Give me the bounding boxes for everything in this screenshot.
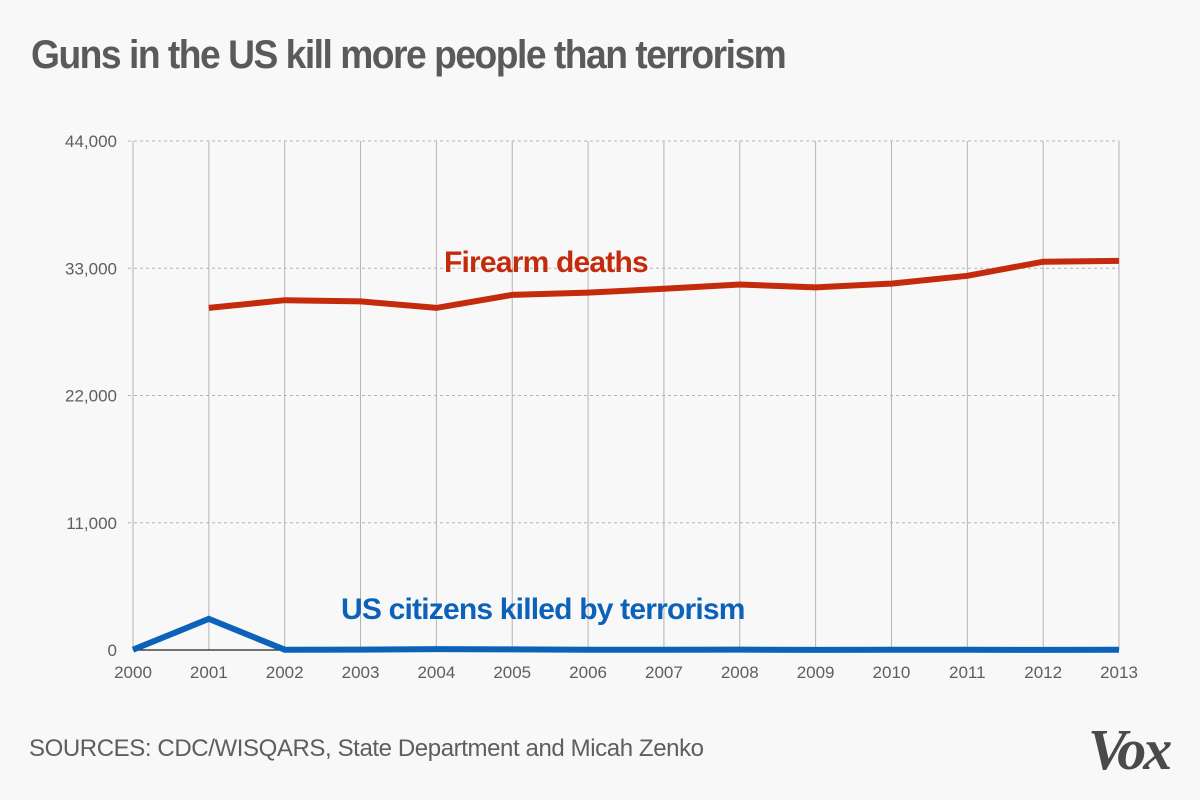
terrorism-deaths-line-point <box>358 647 364 653</box>
firearm-deaths-line-point <box>888 281 894 287</box>
firearm-deaths-label: Firearm deaths <box>444 246 648 279</box>
x-tick-label: 2005 <box>493 663 531 682</box>
y-tick-label: 44,000 <box>65 132 117 151</box>
source-note: SOURCES: CDC/WISQARS, State Department a… <box>29 735 704 762</box>
gridlines <box>128 140 1120 650</box>
firearm-deaths-line-point <box>1040 259 1046 265</box>
firearm-deaths-line-point <box>509 292 515 298</box>
terrorism-deaths-line-point <box>888 647 894 653</box>
firearm-deaths-line-point <box>585 290 591 296</box>
firearm-deaths-line-point <box>964 273 970 279</box>
terrorism-deaths-line-point <box>661 647 667 653</box>
terrorism-deaths-line-point <box>813 647 819 653</box>
y-tick-label: 11,000 <box>66 514 117 533</box>
firearm-deaths-line-point <box>1116 258 1122 264</box>
x-tick-label: 2004 <box>417 663 455 682</box>
x-axis-ticks: 2000 2001 2002 2003 2004 2005 2006 2007 2008 2009… <box>114 663 1138 682</box>
firearm-deaths-line-point <box>433 305 439 311</box>
terrorism-deaths-line-point <box>1040 647 1046 653</box>
chart-title: Guns in the US kill more people than ter… <box>31 33 787 77</box>
y-tick-label: 22,000 <box>65 387 117 406</box>
firearm-deaths-line-point <box>813 284 819 290</box>
terrorism-deaths-line <box>131 615 1120 653</box>
y-axis-ticks: 0 11,000 22,000 33,000 44,000 <box>65 132 117 660</box>
firearm-deaths-line <box>208 257 1120 311</box>
terrorism-deaths-line-point <box>585 647 591 653</box>
terrorism-deaths-line-point <box>737 647 743 653</box>
x-tick-label: 2012 <box>1024 663 1062 682</box>
x-tick-label: 2007 <box>645 663 683 682</box>
terrorism-deaths-line-point <box>1116 647 1122 653</box>
terrorism-deaths-line-point <box>433 646 439 652</box>
terrorism-deaths-line-point <box>130 647 136 653</box>
y-tick-label: 0 <box>108 641 117 660</box>
vox-logo: Vox <box>1088 717 1172 782</box>
y-tick-label: 33,000 <box>65 259 117 278</box>
terrorism-deaths-line-point <box>282 647 288 653</box>
firearm-deaths-line-point <box>282 297 288 303</box>
x-tick-label: 2008 <box>721 663 759 682</box>
firearm-deaths-line-point <box>661 286 667 292</box>
x-tick-label: 2013 <box>1100 663 1138 682</box>
x-tick-label: 2011 <box>949 663 986 682</box>
terrorism-deaths-line-point <box>964 647 970 653</box>
x-tick-label: 2002 <box>266 663 304 682</box>
terrorism-deaths-line-point <box>509 646 515 652</box>
x-tick-label: 2009 <box>797 663 835 682</box>
x-tick-label: 2000 <box>114 663 152 682</box>
firearm-deaths-line-point <box>358 298 364 304</box>
firearm-deaths-line-point <box>737 282 743 288</box>
x-tick-label: 2003 <box>342 663 380 682</box>
x-tick-label: 2010 <box>873 663 911 682</box>
terrorism-deaths-label: US citizens killed by terrorism <box>341 593 745 626</box>
firearm-deaths-line-point <box>206 305 212 311</box>
x-tick-label: 2006 <box>569 663 607 682</box>
series-lines <box>130 257 1122 653</box>
terrorism-deaths-line-point <box>206 616 212 622</box>
x-tick-label: 2001 <box>190 663 228 682</box>
